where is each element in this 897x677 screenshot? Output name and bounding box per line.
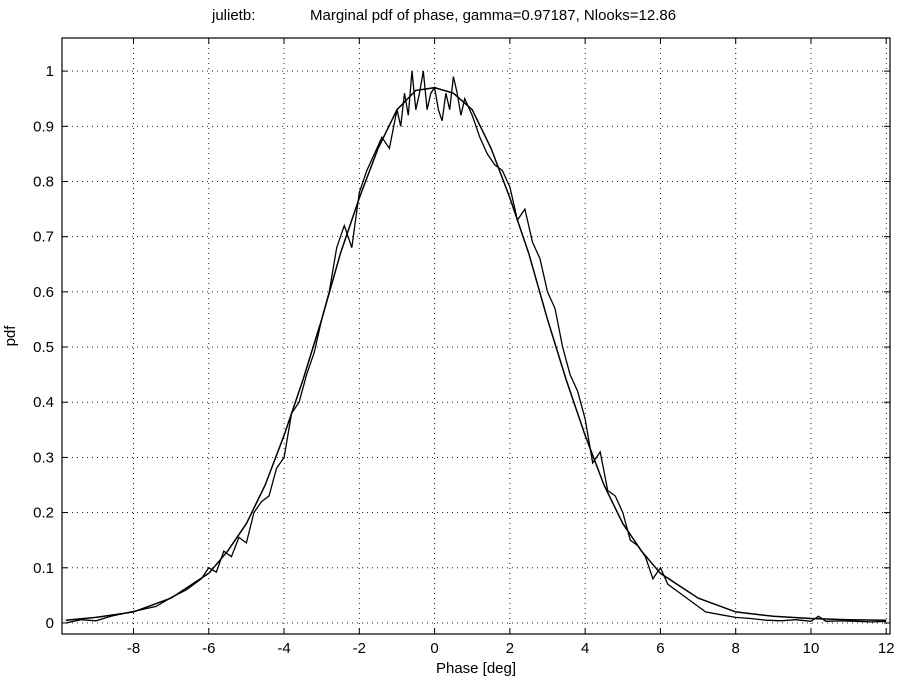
- y-tick-label: 0.9: [33, 118, 54, 135]
- x-tick-label: -4: [277, 640, 290, 657]
- y-tick-label: 0.4: [33, 394, 54, 411]
- axis-ticks: -8 -6 -4 -2 0 2 4 6 8 10 12 0 0.1 0.2 0.3 0.4 0.5 0.6 0.7 0…: [33, 38, 895, 657]
- x-tick-label: -8: [127, 640, 140, 657]
- x-axis-label: Phase [deg]: [436, 660, 516, 677]
- y-tick-label: 0.1: [33, 560, 54, 577]
- y-tick-label: 0.5: [33, 339, 54, 356]
- x-tick-label: 4: [581, 640, 589, 657]
- x-tick-label: -6: [202, 640, 215, 657]
- plot-frame: [61, 37, 891, 635]
- x-tick-label: -2: [353, 640, 366, 657]
- series-layer: [65, 70, 887, 624]
- y-axis-label: pdf: [2, 325, 19, 347]
- x-tick-label: 6: [656, 640, 664, 657]
- y-tick-label: 0.2: [33, 505, 54, 522]
- chart-title: julietb: Marginal pdf of phase, gamma=0.…: [211, 7, 676, 24]
- x-tick-label: 8: [732, 640, 740, 657]
- x-tick-label: 10: [803, 640, 820, 657]
- x-tick-label: 12: [878, 640, 895, 657]
- x-tick-label: 2: [506, 640, 514, 657]
- title-prefix: julietb:: [211, 7, 255, 24]
- x-tick-label: 0: [430, 640, 438, 657]
- y-tick-label: 0.3: [33, 449, 54, 466]
- histogram-series-line: [65, 70, 887, 624]
- y-tick-label: 0.6: [33, 284, 54, 301]
- y-tick-label: 0: [46, 615, 54, 632]
- chart-title-text: Marginal pdf of phase, gamma=0.97187, Nl…: [310, 7, 676, 24]
- fitted-pdf-series-line: [65, 86, 887, 621]
- grid: [62, 38, 890, 634]
- y-tick-label: 1: [46, 63, 54, 80]
- y-tick-label: 0.8: [33, 173, 54, 190]
- y-tick-label: 0.7: [33, 229, 54, 246]
